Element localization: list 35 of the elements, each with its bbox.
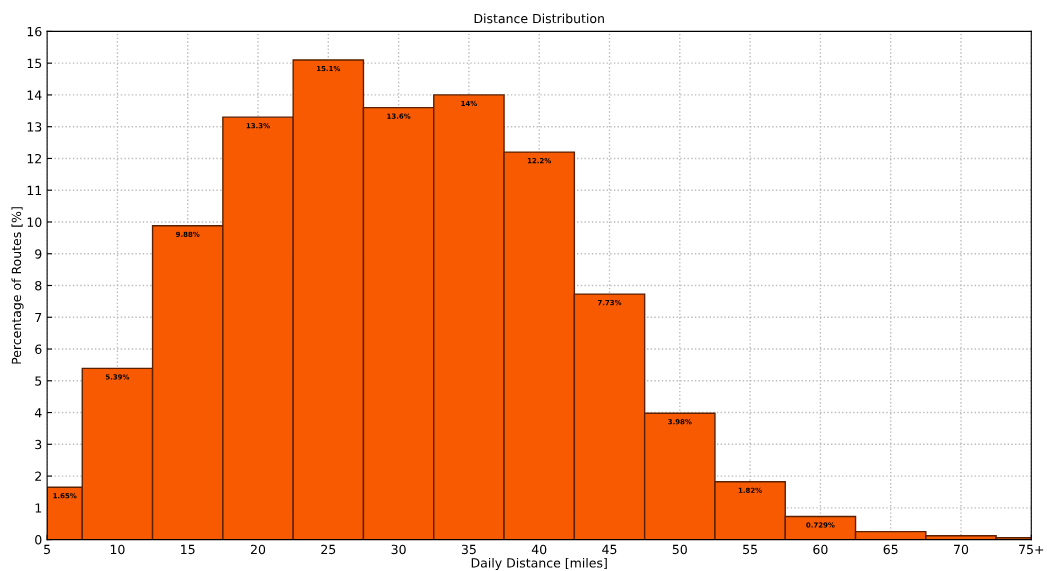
x-tick-label: 40 — [531, 544, 547, 555]
y-tick-label: 5 — [35, 376, 42, 386]
y-tick-label: 11 — [27, 185, 42, 195]
x-tick-label: 35 — [461, 544, 476, 555]
y-tick-label: 16 — [27, 26, 42, 37]
y-tick-label: 7 — [35, 312, 42, 323]
x-tick-label: 10 — [110, 544, 125, 555]
y-tick-label: 6 — [35, 344, 42, 354]
x-tick-label: 45 — [602, 544, 617, 555]
x-tick-label: 30 — [391, 544, 406, 555]
x-tick-label: 20 — [250, 544, 266, 555]
y-tick-label: 15 — [27, 58, 42, 69]
x-tick-label: 5 — [44, 544, 50, 555]
y-tick-label: 0 — [35, 535, 42, 545]
y-tick-label: 1 — [35, 503, 42, 513]
y-tick-label: 2 — [35, 471, 41, 481]
y-tick-label: 12 — [27, 153, 41, 164]
y-tick-label: 8 — [35, 280, 42, 291]
x-tick-label: 70 — [954, 544, 969, 555]
chart-title: Distance Distribution — [474, 13, 604, 24]
x-tick-label: 60 — [813, 544, 828, 555]
y-tick-label: 13 — [27, 122, 42, 132]
y-tick-label: 4 — [34, 408, 42, 418]
x-tick-label: 65 — [883, 544, 898, 555]
x-axis-title: Daily Distance [miles] — [471, 557, 607, 571]
y-tick-label: 10 — [27, 217, 42, 227]
y-tick-label: 9 — [35, 249, 42, 259]
x-tick-label: 50 — [672, 544, 687, 555]
x-tick-label: 25 — [321, 544, 336, 555]
x-tick-label: 75+ — [1019, 544, 1044, 555]
x-tick-label: 55 — [743, 544, 757, 555]
y-axis-title: Percentage of Routes [%] — [11, 207, 24, 364]
x-tick-label: 15 — [181, 544, 195, 555]
y-tick-label: 14 — [27, 90, 42, 100]
y-tick-label: 3 — [35, 439, 42, 450]
